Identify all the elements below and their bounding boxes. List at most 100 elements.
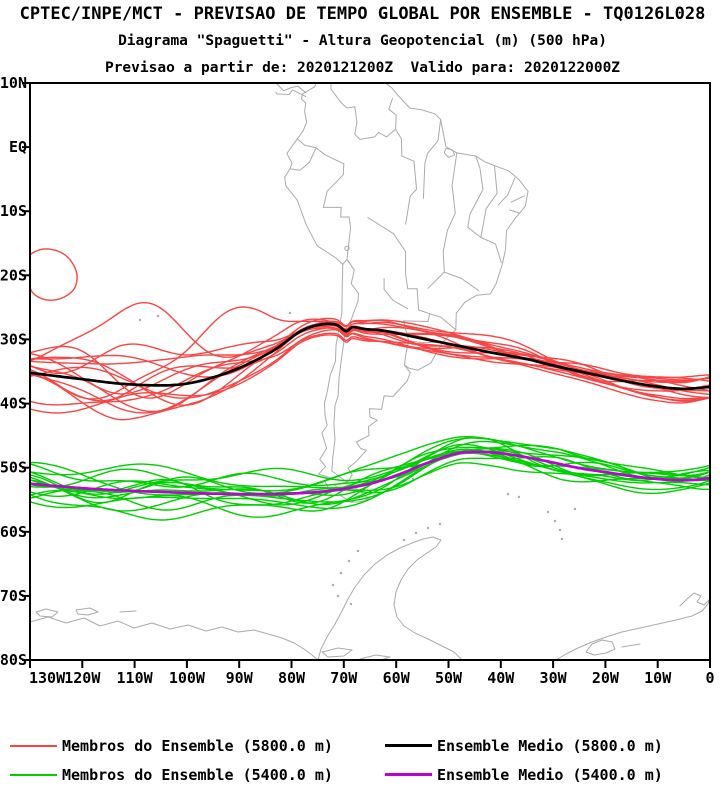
country-state-border: [330, 84, 361, 140]
lon-tick-label: 60W: [383, 669, 411, 687]
lon-tick-label: 100W: [169, 669, 206, 687]
small-island-dot: [560, 537, 564, 541]
legend-item-members-5800: Membros do Ensemble (5800.0 m): [10, 737, 333, 755]
ensemble-member-line-5800: [31, 302, 709, 382]
lon-tick-label: 110W: [117, 669, 154, 687]
lat-tick-label: 10N: [0, 74, 27, 92]
ensemble-mean-line-5400: [31, 450, 709, 496]
antarctica-coastline: [556, 598, 709, 659]
small-island-dot: [506, 492, 510, 496]
country-state-border: [296, 138, 345, 165]
axis-ticks: [22, 82, 711, 668]
country-state-border: [276, 84, 307, 94]
small-island-dot: [331, 583, 335, 587]
ensemble-member-line-5400: [31, 444, 709, 495]
country-state-border: [275, 89, 307, 97]
ensemble-member-line-5400: [31, 462, 709, 521]
title-line-1: CPTEC/INPE/MCT - PREVISAO DE TEMPO GLOBA…: [19, 4, 706, 24]
country-state-border: [510, 195, 525, 203]
ensemble-member-line-5800: [31, 329, 709, 399]
country-state-border: [497, 177, 516, 206]
small-island-dot: [339, 571, 343, 575]
country-state-border: [322, 163, 352, 265]
lon-tick-label: 90W: [226, 669, 254, 687]
antarctica-coastline: [119, 610, 137, 613]
small-island-dot: [336, 594, 340, 598]
ensemble-member-line-5400: [31, 443, 709, 518]
legend-swatch-mean-5800: [385, 744, 432, 747]
small-island-dot: [426, 526, 430, 530]
ensemble-member-line-5400: [31, 450, 709, 506]
lon-tick-label: 10W: [644, 669, 672, 687]
antarctica-coastline: [317, 536, 462, 659]
lon-tick-label: 30W: [540, 669, 568, 687]
antarctic-island: [75, 607, 99, 616]
antarctic-island: [359, 654, 391, 659]
country-state-border: [429, 313, 457, 331]
ensemble-mean-line-5800: [31, 322, 709, 391]
country-state-border: [467, 226, 502, 263]
ensemble-member-line-5800: [31, 326, 709, 402]
map-layer: [31, 84, 709, 659]
lon-tick-label: 0: [705, 669, 714, 687]
lat-tick-label: 10S: [0, 202, 27, 220]
small-island-dot: [546, 510, 550, 514]
legend-swatch-members-5800: [10, 744, 57, 747]
lon-tick-label: 130W: [29, 669, 66, 687]
country-state-border: [480, 165, 498, 238]
ensemble-member-line-5400: [31, 456, 709, 511]
lat-tick-label: 30S: [0, 330, 27, 348]
antarctic-island: [35, 608, 59, 618]
lon-tick-label: 70W: [330, 669, 358, 687]
lon-tick-label: 20W: [592, 669, 620, 687]
legend-item-members-5400: Membros do Ensemble (5400.0 m): [10, 765, 333, 784]
country-state-border: [422, 119, 442, 199]
country-state-border: [383, 278, 409, 310]
small-island-dot: [402, 538, 406, 542]
country-state-border: [359, 97, 397, 140]
plot-frame: [29, 82, 711, 661]
lon-tick-label: 120W: [64, 669, 101, 687]
country-state-border: [331, 258, 359, 483]
country-state-border: [442, 152, 458, 273]
small-island-dot: [573, 507, 577, 511]
lon-tick-label: 40W: [487, 669, 515, 687]
small-island-dot: [438, 522, 442, 526]
ensemble-member-closed-contour-5800: [31, 248, 78, 301]
small-island-dot: [414, 531, 418, 535]
antarctica-coastline: [621, 643, 641, 648]
legend-swatch-members-5400: [10, 773, 57, 776]
small-island-dot: [347, 559, 351, 563]
small-island-dot: [138, 318, 142, 322]
country-state-border: [509, 209, 521, 214]
lake-titicaca: [344, 245, 350, 252]
title-line-2: Diagrama "Spaguetti" - Altura Geopotenci…: [118, 33, 607, 49]
small-island-dot: [558, 528, 562, 532]
country-state-border: [467, 155, 484, 228]
south-america-outline: [284, 84, 529, 490]
lat-tick-label: 60S: [0, 523, 27, 541]
lat-tick-label: 80S: [0, 651, 27, 669]
ensemble-member-line-5800: [31, 322, 709, 413]
legend-label-mean-5400: Ensemble Medio (5400.0 m): [437, 765, 663, 784]
antarctica-coastline: [31, 616, 318, 659]
lat-tick-label: EQ: [9, 138, 27, 156]
country-state-border: [427, 271, 445, 289]
legend-item-mean-5400: Ensemble Medio (5400.0 m): [385, 765, 663, 784]
country-state-border: [395, 128, 418, 225]
lon-tick-label: 80W: [278, 669, 306, 687]
legend-item-mean-5800: Ensemble Medio (5800.0 m): [385, 737, 663, 755]
lat-tick-label: 20S: [0, 266, 27, 284]
country-state-border: [289, 147, 317, 171]
small-island-dot: [553, 519, 557, 523]
small-island-dot: [517, 495, 521, 499]
small-island-dot: [356, 549, 360, 553]
country-state-border: [367, 217, 431, 366]
lon-tick-label: 50W: [435, 669, 463, 687]
antarctic-island: [585, 639, 616, 656]
legend-label-members-5400: Membros do Ensemble (5400.0 m): [62, 765, 333, 784]
ensemble-member-line-5800: [31, 325, 709, 421]
lat-tick-label: 50S: [0, 459, 27, 477]
